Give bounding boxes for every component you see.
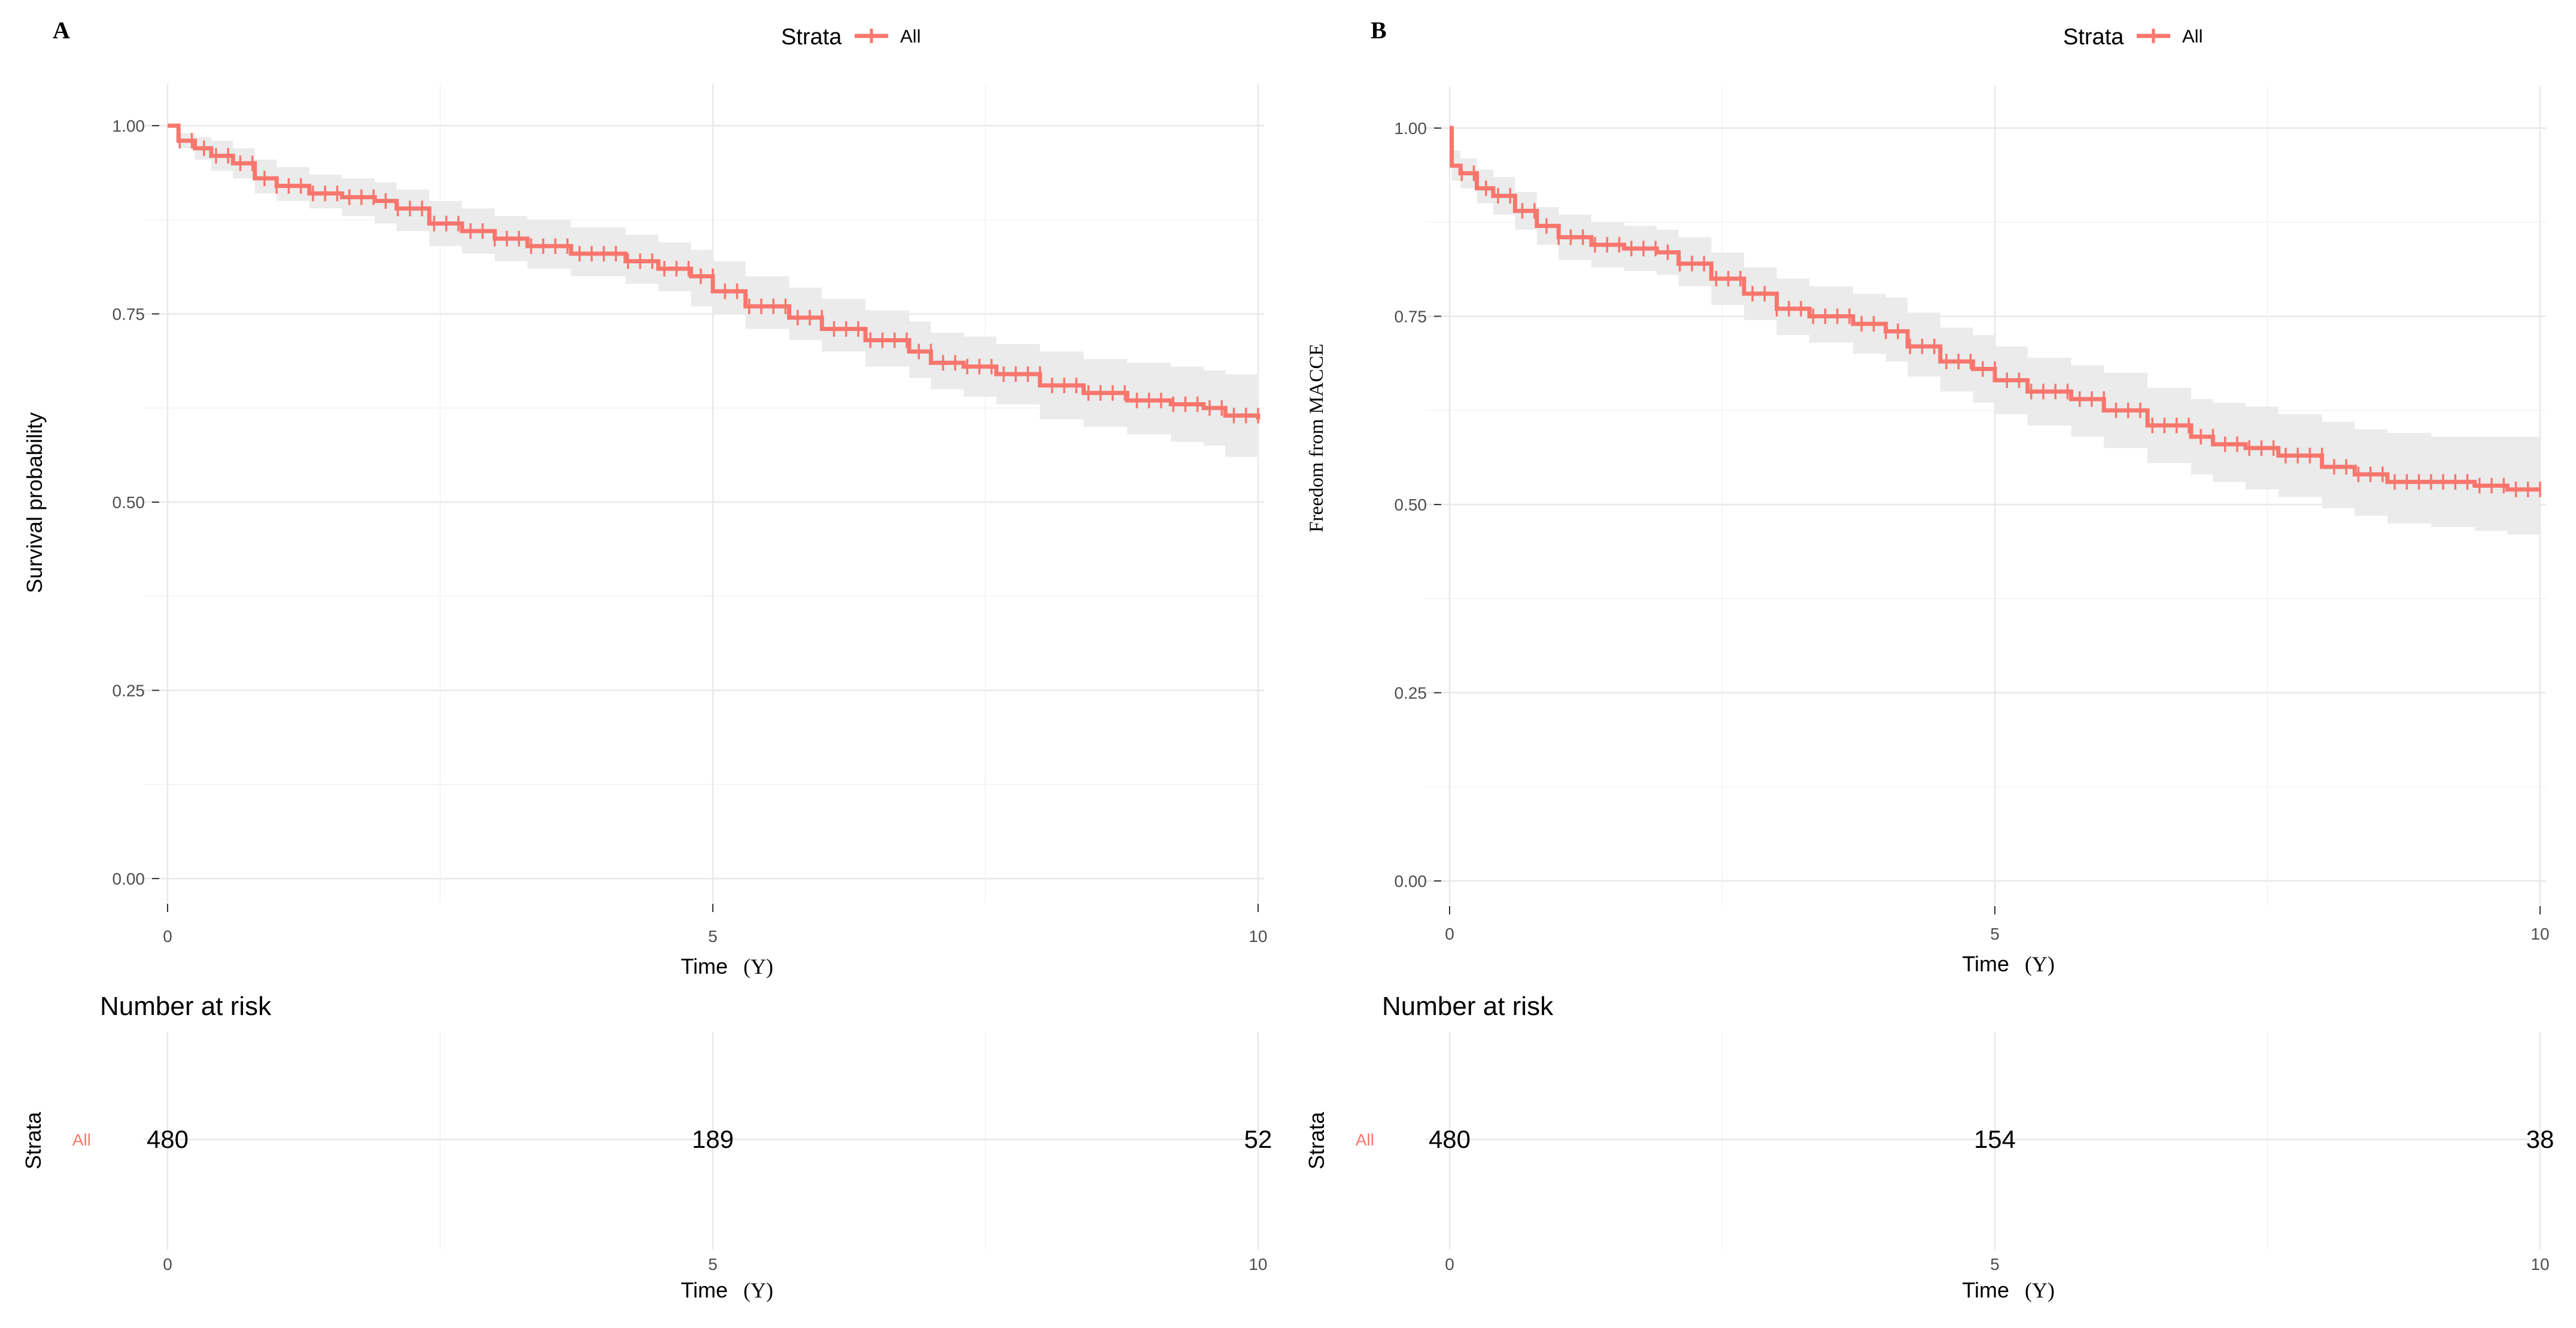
y-axis-title: Freedom from MACCE	[1306, 344, 1328, 532]
survival-curve	[1450, 126, 2540, 492]
risk-table-row-label: All	[1356, 1131, 1374, 1149]
y-tick-label: 0.50	[113, 493, 145, 512]
x-tick-label: 5	[1990, 925, 2000, 943]
legend-label-all: All	[900, 26, 921, 47]
confidence-band-layer	[1450, 128, 2540, 539]
y-tick-label: 0.50	[1395, 496, 1427, 514]
survival-curve-layer	[168, 123, 1260, 424]
x-tick-label: 5	[708, 927, 718, 946]
panel-b: B Strata All 0.00 0.25 0.50 0.75 1.00 0 5 10 T…	[1304, 17, 2554, 1302]
risk-table-x-title: Time	[1962, 1278, 2009, 1302]
x-axis-title: Time	[1962, 952, 2009, 976]
plot-gridlines	[144, 84, 1264, 902]
risk-count: 189	[692, 1125, 734, 1153]
risk-table-values: 480 154 38	[1429, 1125, 2554, 1153]
risk-table-gridlines	[144, 1032, 1264, 1250]
risk-x-tick-label: 10	[1248, 1255, 1267, 1274]
x-axis-unit: (Y)	[743, 955, 773, 978]
x-axis-title: Time	[681, 954, 728, 978]
risk-count: 480	[147, 1125, 189, 1153]
x-axis: 0 5 10	[163, 904, 1268, 946]
x-axis-unit: (Y)	[2025, 952, 2055, 976]
x-tick-label: 10	[2531, 925, 2549, 943]
risk-x-tick-label: 5	[708, 1255, 718, 1274]
risk-x-tick-label: 10	[2531, 1255, 2549, 1274]
legend-title: Strata	[781, 25, 842, 50]
confidence-band-layer	[168, 126, 1258, 465]
legend-label-all: All	[2182, 26, 2203, 47]
y-tick-label: 1.00	[1395, 119, 1427, 138]
risk-x-tick-label: 0	[163, 1255, 172, 1274]
y-axis: 0.00 0.25 0.50 0.75 1.00	[113, 117, 159, 888]
y-tick-label: 0.25	[113, 682, 145, 700]
y-tick-label: 0.75	[113, 305, 145, 324]
panel-letter: A	[53, 17, 70, 44]
risk-count: 480	[1429, 1125, 1471, 1153]
risk-count: 52	[1244, 1125, 1272, 1153]
panel-a: A Strata All 0.00 0.25 0.50 0.75 1.00 0 5 10 T…	[21, 17, 1272, 1302]
y-axis-title: Survival probability	[22, 412, 47, 593]
panel-letter: B	[1371, 17, 1387, 44]
risk-table-x-title: Time	[681, 1278, 728, 1302]
x-tick-label: 0	[1445, 925, 1454, 943]
y-tick-label: 0.75	[1395, 308, 1427, 326]
risk-table-values: 480 189 52	[147, 1125, 1272, 1153]
risk-table-title: Number at risk	[100, 992, 272, 1021]
legend-title: Strata	[2063, 25, 2124, 50]
y-tick-label: 1.00	[113, 117, 145, 135]
risk-count: 38	[2526, 1125, 2554, 1153]
risk-table-x-unit: (Y)	[743, 1278, 773, 1302]
risk-table-row-label: All	[72, 1131, 91, 1149]
y-tick-label: 0.00	[1395, 872, 1427, 891]
survival-curve-layer	[1450, 126, 2541, 497]
risk-count: 154	[1974, 1125, 2016, 1153]
y-tick-label: 0.00	[113, 870, 145, 888]
confidence-band	[1450, 128, 2540, 539]
risk-table-x-unit: (Y)	[2025, 1278, 2055, 1302]
risk-table-gridlines	[1426, 1032, 2546, 1250]
risk-x-tick-label: 0	[1445, 1255, 1454, 1274]
x-tick-label: 0	[163, 927, 172, 946]
risk-table-x-axis: 0 5 10	[163, 1255, 1267, 1274]
legend: Strata All	[781, 25, 921, 50]
legend: Strata All	[2063, 25, 2203, 50]
risk-table-x-axis: 0 5 10	[1445, 1255, 2549, 1274]
risk-table-title: Number at risk	[1382, 992, 1554, 1021]
y-axis: 0.00 0.25 0.50 0.75 1.00	[1395, 119, 1441, 891]
x-tick-label: 10	[1248, 927, 1267, 946]
risk-table-y-title: Strata	[21, 1111, 45, 1169]
y-tick-label: 0.25	[1395, 684, 1427, 703]
risk-x-tick-label: 5	[1990, 1255, 2000, 1274]
risk-table-y-title: Strata	[1304, 1111, 1329, 1169]
confidence-band	[168, 126, 1258, 465]
plot-gridlines	[1426, 86, 2546, 905]
x-axis: 0 5 10	[1445, 906, 2550, 943]
